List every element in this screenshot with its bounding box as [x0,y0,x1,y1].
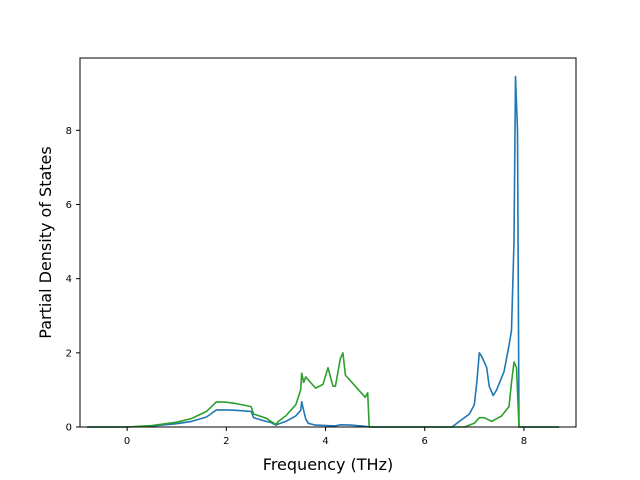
y-tick-label: 6 [66,200,72,211]
y-axis-ticks: 0 2 4 6 8 [66,126,80,434]
x-tick-label: 4 [322,436,328,447]
x-tick-label: 2 [223,436,229,447]
x-tick-label: 0 [124,436,130,447]
plot-area: 0 2 4 6 8 0 2 4 6 8 [66,57,577,447]
x-tick-label: 6 [422,436,428,447]
series-line-1 [86,351,560,428]
x-tick-label: 8 [521,436,527,447]
axes-frame [79,57,577,428]
y-tick-label: 8 [66,126,72,137]
y-axis-label: Partial Density of States [36,146,55,338]
x-axis-label: Frequency (THz) [263,455,393,474]
y-tick-label: 4 [66,274,72,285]
series-line-0 [86,75,560,428]
y-tick-label: 2 [66,348,72,359]
series-layer [86,75,560,428]
y-tick-label: 0 [66,423,72,434]
x-axis-ticks: 0 2 4 6 8 [124,427,527,447]
